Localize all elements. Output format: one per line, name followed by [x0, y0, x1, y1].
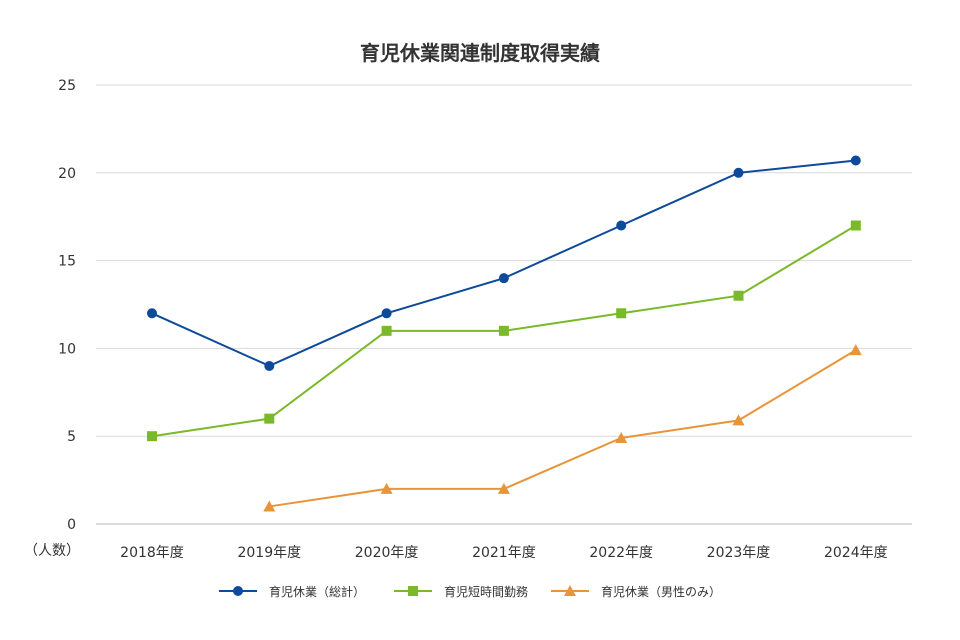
y-tick-label: 15	[58, 254, 76, 270]
marker-circle	[498, 273, 509, 284]
x-tick-label: 2018年度	[120, 545, 184, 561]
marker-circle	[264, 360, 275, 371]
legend-item: 育児休業（男性のみ）	[551, 584, 721, 599]
y-tick-label: 0	[67, 517, 76, 533]
marker-circle	[147, 308, 157, 319]
x-tick-label: 2023年度	[707, 545, 771, 561]
marker-square	[498, 325, 509, 336]
x-tick-label: 2020年度	[355, 545, 419, 561]
legend-item: 育児短時間勤務	[394, 584, 528, 599]
marker-triangle	[564, 585, 576, 596]
marker-square	[381, 325, 392, 336]
legend-label: 育児休業（総計）	[269, 584, 365, 599]
y-tick-label: 20	[58, 166, 76, 182]
x-tick-label: 2019年度	[237, 545, 301, 561]
y-tick-label: 25	[58, 78, 76, 94]
marker-triangle	[380, 482, 393, 494]
marker-square	[408, 586, 418, 596]
marker-circle	[616, 220, 627, 231]
marker-triangle	[849, 344, 862, 356]
series	[147, 155, 862, 512]
x-tick-label: 2024年度	[824, 545, 888, 561]
y-axis-label: （人数）	[24, 543, 80, 559]
marker-circle	[233, 586, 243, 596]
marker-triangle	[263, 500, 276, 512]
legend-item: 育児休業（総計）	[219, 584, 365, 599]
legend-label: 育児短時間勤務	[444, 584, 528, 599]
marker-square	[850, 220, 861, 231]
marker-square	[264, 413, 275, 424]
y-axis-ticks: 0 5 10 15 20 25	[58, 78, 76, 533]
marker-triangle	[497, 482, 510, 494]
y-tick-label: 10	[58, 341, 76, 357]
y-tick-label: 5	[67, 429, 76, 445]
series-3	[263, 344, 862, 512]
legend-label: 育児休業（男性のみ）	[601, 584, 721, 599]
x-tick-label: 2022年度	[589, 545, 653, 561]
marker-square	[616, 308, 627, 319]
marker-circle	[381, 308, 392, 319]
marker-square	[147, 431, 157, 442]
series-1	[147, 155, 861, 371]
marker-triangle	[615, 431, 628, 443]
grid	[96, 84, 912, 525]
marker-triangle	[732, 414, 745, 426]
chart-title: 育児休業関連制度取得実績	[360, 41, 600, 65]
marker-circle	[733, 167, 744, 178]
x-axis-ticks: 2018年度 2019年度 2020年度 2021年度 2022年度 2023年度 2024…	[120, 545, 887, 561]
x-tick-label: 2021年度	[472, 545, 536, 561]
series-line	[269, 349, 857, 508]
series-2	[147, 220, 861, 442]
marker-circle	[850, 155, 861, 166]
marker-square	[733, 290, 744, 301]
legend: 育児休業（総計） 育児短時間勤務 育児休業（男性のみ）	[219, 584, 721, 599]
